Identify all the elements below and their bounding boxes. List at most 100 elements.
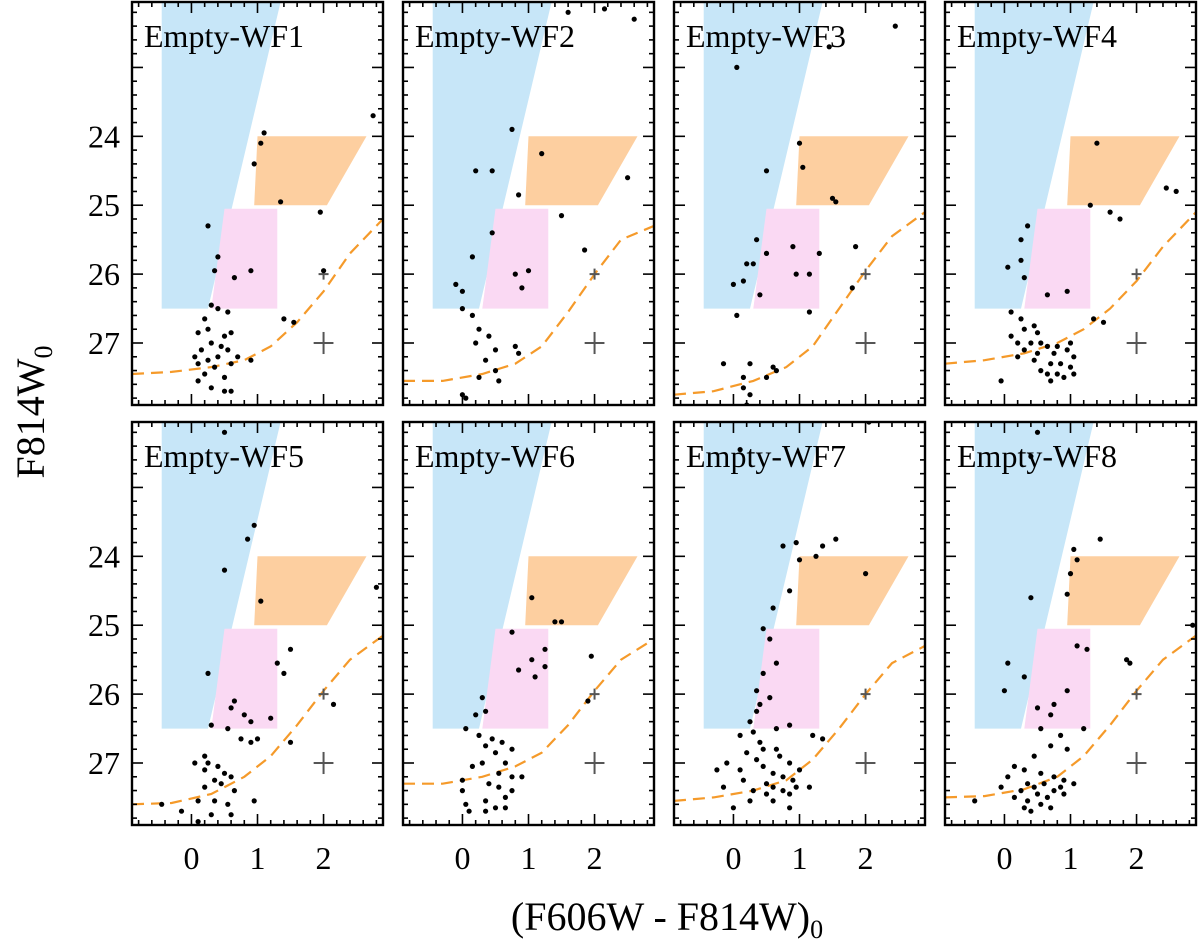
data-point bbox=[767, 695, 773, 701]
data-point bbox=[516, 667, 522, 673]
data-point bbox=[754, 708, 760, 714]
data-point bbox=[833, 536, 839, 542]
data-point bbox=[757, 292, 763, 298]
data-point bbox=[469, 763, 475, 770]
data-point bbox=[502, 794, 508, 801]
data-point bbox=[1018, 788, 1024, 794]
data-point bbox=[496, 378, 502, 384]
red-clump-region bbox=[525, 556, 638, 626]
data-point bbox=[1087, 202, 1093, 208]
x-tick-label: 1 bbox=[250, 840, 266, 876]
data-point bbox=[228, 812, 234, 818]
data-point bbox=[770, 605, 776, 611]
data-point bbox=[777, 753, 783, 759]
data-point bbox=[1064, 288, 1070, 294]
red-clump-region bbox=[1067, 556, 1180, 626]
red-clump-region bbox=[796, 556, 909, 626]
data-point bbox=[747, 719, 753, 725]
data-point bbox=[1034, 791, 1041, 797]
data-point bbox=[1031, 323, 1037, 329]
data-point bbox=[486, 781, 492, 787]
data-point bbox=[453, 281, 459, 287]
data-point bbox=[502, 760, 508, 766]
data-point bbox=[192, 760, 198, 766]
data-point bbox=[373, 584, 379, 590]
panel-title: Empty-WF1 bbox=[144, 18, 304, 54]
data-point bbox=[750, 788, 756, 794]
data-point bbox=[291, 319, 297, 325]
data-point bbox=[601, 6, 608, 12]
data-point bbox=[1025, 781, 1031, 787]
data-point bbox=[1011, 763, 1018, 770]
data-point bbox=[228, 361, 234, 367]
data-point bbox=[767, 636, 773, 642]
data-point bbox=[757, 701, 763, 708]
data-point bbox=[763, 791, 770, 797]
data-point bbox=[1051, 788, 1057, 794]
data-point bbox=[1067, 340, 1074, 346]
data-point bbox=[529, 657, 535, 663]
data-point bbox=[773, 660, 780, 666]
data-point bbox=[469, 312, 475, 318]
data-point bbox=[221, 567, 228, 573]
data-point bbox=[1025, 223, 1031, 229]
data-point bbox=[588, 653, 594, 659]
data-point bbox=[198, 347, 204, 353]
data-point bbox=[740, 385, 747, 391]
x-tick-label: 2 bbox=[587, 840, 603, 876]
data-point bbox=[1058, 784, 1064, 790]
data-point bbox=[215, 763, 221, 770]
data-point bbox=[228, 388, 234, 394]
data-point bbox=[476, 732, 482, 739]
data-point bbox=[750, 729, 756, 735]
data-point bbox=[734, 64, 740, 70]
data-point bbox=[208, 385, 214, 391]
data-point bbox=[1031, 753, 1037, 759]
data-point bbox=[195, 819, 201, 825]
rgb-region bbox=[974, 2, 1094, 309]
panel: Empty-WF4 bbox=[943, 0, 1198, 407]
data-point bbox=[1097, 536, 1103, 542]
data-point bbox=[1044, 371, 1050, 377]
data-point bbox=[469, 254, 475, 260]
rgb-region bbox=[432, 422, 552, 729]
data-point bbox=[509, 788, 515, 794]
data-point bbox=[512, 271, 518, 277]
data-point bbox=[215, 306, 221, 312]
blue-hb-region bbox=[482, 628, 549, 729]
data-point bbox=[1051, 350, 1057, 356]
x-tick-label: 1 bbox=[1063, 840, 1079, 876]
data-point bbox=[483, 708, 489, 714]
data-point bbox=[1044, 794, 1050, 801]
data-point bbox=[1021, 767, 1027, 773]
data-point bbox=[473, 712, 479, 718]
data-point bbox=[552, 619, 558, 625]
data-point bbox=[787, 760, 793, 766]
data-point bbox=[714, 767, 720, 773]
data-point bbox=[1054, 371, 1060, 377]
data-point bbox=[235, 354, 241, 360]
data-point bbox=[1021, 805, 1027, 811]
data-point bbox=[1084, 646, 1090, 652]
data-point bbox=[744, 261, 750, 267]
data-point bbox=[231, 698, 237, 704]
completeness-curve bbox=[945, 211, 1196, 365]
panel-plot-area bbox=[945, 422, 1196, 814]
red-clump-region bbox=[525, 136, 638, 206]
data-point bbox=[1173, 188, 1179, 194]
x-tick-label: 1 bbox=[792, 840, 808, 876]
panel: 24 25 26 27 Empty-WF1 bbox=[88, 0, 385, 407]
data-point bbox=[1005, 774, 1011, 780]
data-point bbox=[1001, 688, 1008, 694]
data-point bbox=[519, 285, 525, 291]
rgb-region bbox=[703, 422, 823, 729]
rgb-region bbox=[432, 2, 552, 309]
data-point bbox=[763, 250, 770, 256]
data-point bbox=[330, 701, 337, 708]
data-point bbox=[1107, 209, 1113, 215]
data-point bbox=[509, 774, 515, 780]
data-point bbox=[317, 209, 323, 215]
data-point bbox=[740, 777, 747, 783]
data-point bbox=[245, 536, 251, 542]
data-point bbox=[1064, 347, 1070, 353]
